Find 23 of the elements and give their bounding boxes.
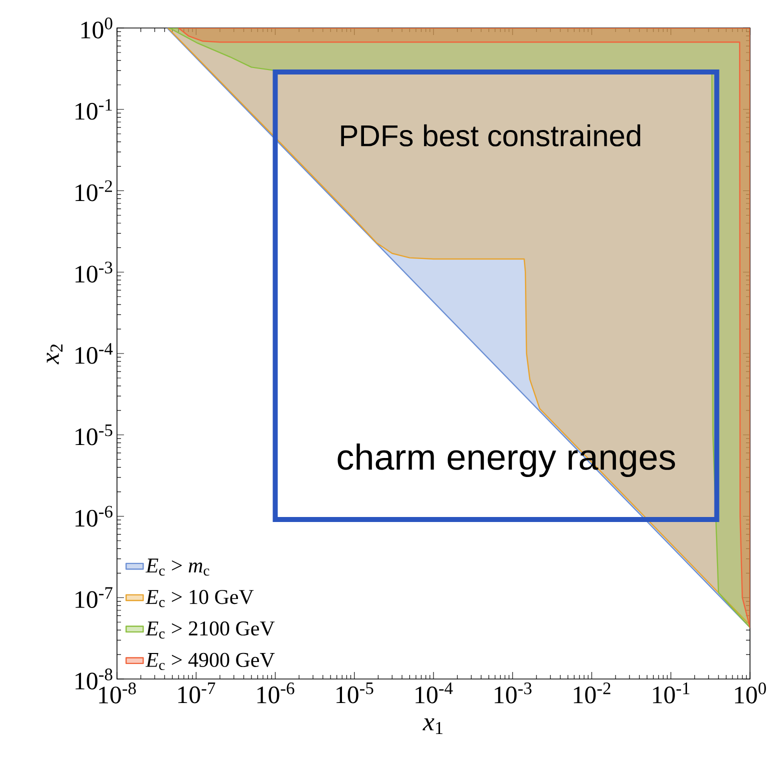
x-tick-label: 10$^{-6}$ <box>257 682 294 704</box>
y-axis-title: x$_{2}$ <box>46 344 63 364</box>
y-tick-label: 10$^{-2}$ <box>76 180 112 202</box>
legend-label: E$_{c}$ > m$_{c}$ <box>146 558 210 576</box>
legend-label: E$_{c}$ > 2100 GeV <box>146 621 275 639</box>
y-tick-label: 10$^{-6}$ <box>76 506 112 527</box>
y-tick-label: 10$^{-4}$ <box>76 343 113 364</box>
y-tick-label: 10$^{-7}$ <box>76 587 112 608</box>
x-tick-label: 10$^{-1}$ <box>653 682 690 704</box>
x-tick-label: 10$^{-3}$ <box>494 682 532 704</box>
legend-label: E$_{c}$ > 10 GeV <box>146 590 254 608</box>
x-axis-title: x$_{1}$ <box>422 718 442 734</box>
x-tick-label: 10$^{-2}$ <box>574 682 610 704</box>
y-tick-label: 10$^{0}$ <box>81 18 112 38</box>
x-tick-label: 10$^{0}$ <box>735 682 766 704</box>
y-tick-label: 10$^{-3}$ <box>76 262 112 283</box>
x-tick-label: 10$^{-4}$ <box>416 682 453 704</box>
x-tick-label: 10$^{-7}$ <box>178 682 216 704</box>
y-tick-label: 10$^{-5}$ <box>76 424 112 446</box>
annotation: PDFs best constrained <box>341 124 640 146</box>
legend-label: E$_{c}$ > 4900 GeV <box>146 652 275 670</box>
x-tick-label: 10$^{-5}$ <box>336 682 374 704</box>
y-tick-label: 10$^{-1}$ <box>76 98 112 120</box>
